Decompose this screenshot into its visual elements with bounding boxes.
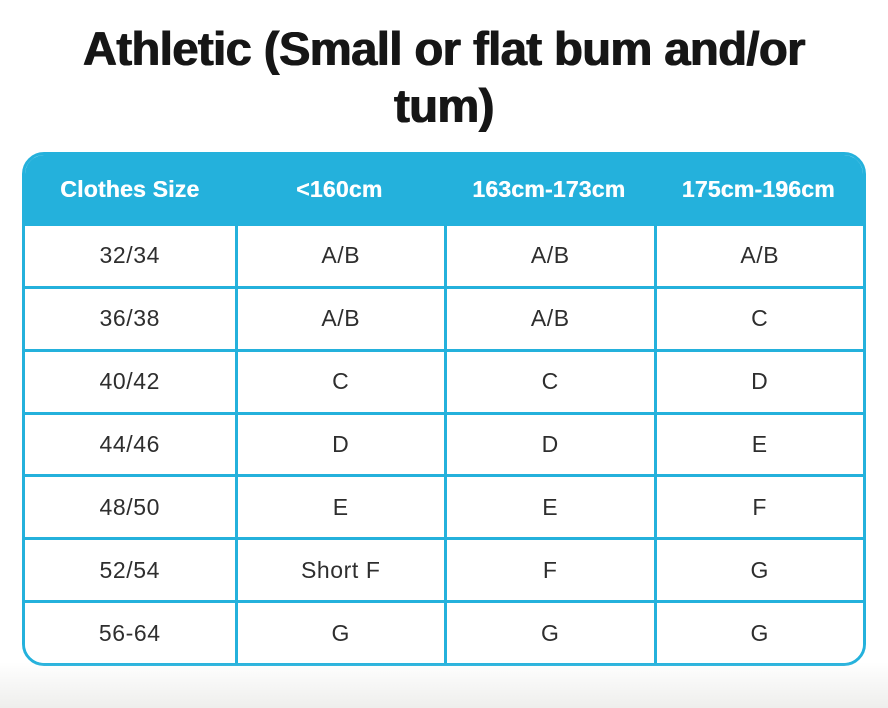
table-header-row: Clothes Size <160cm 163cm-173cm 175cm-19… (25, 155, 863, 223)
size-cell: F (653, 477, 863, 538)
table-row: 44/46 D D E (25, 411, 863, 475)
size-cell: D (234, 414, 444, 475)
size-cell: G (653, 540, 863, 601)
table-row: 40/42 C C D (25, 348, 863, 412)
size-cell: A/B (234, 226, 444, 286)
page-title-line-1: Athletic (Small or flat bum and/or (82, 22, 806, 75)
size-cell: A/B (444, 288, 654, 349)
size-cell: E (444, 477, 654, 538)
table-row: 56-64 G G G (25, 600, 863, 663)
size-cell: G (234, 603, 444, 663)
size-cell: C (653, 288, 863, 349)
table-row: 52/54 Short F F G (25, 537, 863, 601)
size-cell: A/B (444, 226, 654, 286)
clothes-size-cell: 48/50 (25, 477, 235, 538)
table-row: 32/34 A/B A/B A/B (25, 223, 863, 286)
size-cell: A/B (234, 288, 444, 349)
clothes-size-cell: 44/46 (25, 414, 235, 475)
table-row: 36/38 A/B A/B C (25, 285, 863, 349)
column-header-clothes-size: Clothes Size (60, 175, 200, 202)
size-cell: C (234, 351, 444, 412)
page-bottom-fade (0, 662, 888, 708)
clothes-size-cell: 32/34 (25, 226, 235, 286)
column-header-163-173cm: 163cm-173cm (472, 175, 626, 202)
size-cell: Short F (234, 540, 444, 601)
clothes-size-cell: 40/42 (25, 351, 235, 412)
column-header-175-196cm: 175cm-196cm (681, 175, 835, 202)
size-cell: E (234, 477, 444, 538)
size-cell: D (653, 351, 863, 412)
size-cell: F (444, 540, 654, 601)
size-cell: C (444, 351, 654, 412)
table-row: 48/50 E E F (25, 474, 863, 538)
size-cell: G (444, 603, 654, 663)
clothes-size-cell: 52/54 (25, 540, 235, 601)
size-cell: A/B (653, 226, 863, 286)
size-chart-table: Clothes Size <160cm 163cm-173cm 175cm-19… (22, 152, 866, 666)
size-cell: E (653, 414, 863, 475)
size-cell: G (653, 603, 863, 663)
clothes-size-cell: 36/38 (25, 288, 235, 349)
page-title-line-2: tum) (394, 79, 494, 132)
clothes-size-cell: 56-64 (25, 603, 235, 663)
page-title: Athletic (Small or flat bum and/or tum) (0, 20, 888, 134)
size-cell: D (444, 414, 654, 475)
column-header-under-160cm: <160cm (296, 175, 383, 202)
